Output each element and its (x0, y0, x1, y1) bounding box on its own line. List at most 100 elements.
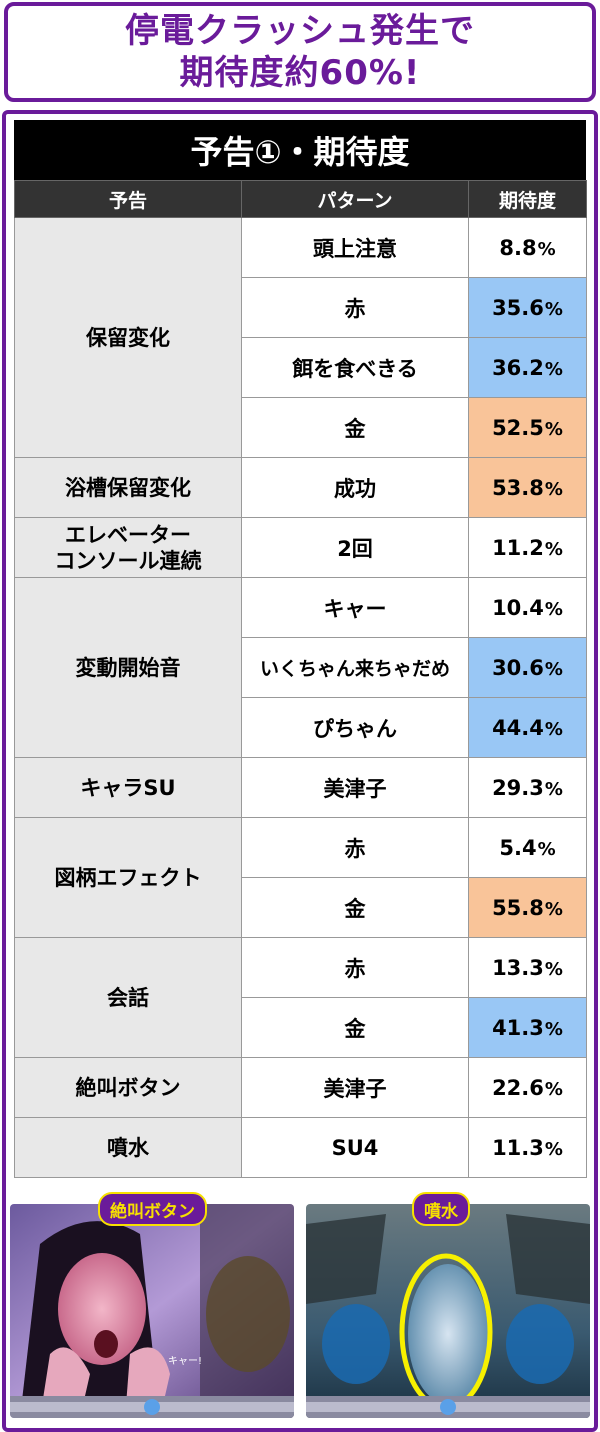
table-body: 保留変化 頭上注意 8.8% 赤 35.6% 餌を食べきる 36.2% 金 52.5% 浴槽保留変… (14, 217, 587, 1178)
category-cell: 浴槽保留変化 (14, 457, 242, 518)
value-cell: 8.8% (468, 217, 587, 278)
value-number: 13.3 (492, 955, 544, 980)
pattern-cell: 赤 (241, 277, 469, 338)
table-title: 予告①・期待度 (14, 120, 586, 180)
value-number: 29.3 (492, 775, 544, 800)
table-row: 金 52.5% (15, 397, 587, 458)
percent-sign: % (544, 358, 563, 380)
value-cell: 44.4% (468, 697, 587, 758)
table-row: キャラSU 美津子 29.3% (14, 757, 587, 818)
category-cell: 保留変化 (14, 217, 242, 458)
percent-sign: % (544, 718, 563, 740)
percent-sign: % (544, 598, 563, 620)
value-number: 52.5 (492, 415, 544, 440)
title-line-2: 期待度約60%! (179, 53, 421, 93)
pattern-cell: 金 (241, 397, 469, 458)
pattern-cell: 成功 (241, 457, 469, 518)
table-row: いくちゃん来ちゃだめ 30.6% (15, 637, 587, 698)
percent-sign: % (544, 1018, 563, 1040)
header-yokoku: 予告 (14, 180, 242, 218)
pattern-cell: 赤 (241, 937, 469, 998)
table-row: 赤 35.6% (15, 277, 587, 338)
percent-sign: % (544, 958, 563, 980)
percent-sign: % (544, 478, 563, 500)
percent-sign: % (544, 778, 563, 800)
pattern-cell: 赤 (241, 817, 469, 878)
table-row: 浴槽保留変化 成功 53.8% (14, 457, 587, 518)
percent-sign: % (544, 1138, 563, 1160)
table-row: 絶叫ボタン 美津子 22.6% (14, 1057, 587, 1118)
pattern-cell: 餌を食べきる (241, 337, 469, 398)
value-cell: 11.2% (468, 517, 587, 578)
value-cell: 30.6% (468, 637, 587, 698)
pattern-cell: 金 (241, 877, 469, 938)
value-number: 22.6 (492, 1075, 544, 1100)
percent-sign: % (544, 1078, 563, 1100)
table-row: エレベーター コンソール連続 2回 11.2% (14, 517, 587, 578)
pattern-cell: 頭上注意 (241, 217, 469, 278)
value-cell: 29.3% (468, 757, 587, 818)
value-cell: 36.2% (468, 337, 587, 398)
value-cell: 11.3% (468, 1117, 587, 1178)
pattern-cell: ぴちゃん (241, 697, 469, 758)
percent-sign: % (544, 658, 563, 680)
value-number: 30.6 (492, 655, 544, 680)
value-number: 8.8 (499, 235, 537, 260)
pattern-cell: SU4 (241, 1117, 469, 1178)
value-cell: 52.5% (468, 397, 587, 458)
fountain-screenshot (306, 1204, 590, 1418)
value-cell: 10.4% (468, 577, 587, 638)
pattern-cell: 美津子 (241, 1057, 469, 1118)
pattern-cell: 金 (241, 997, 469, 1058)
category-cell: 絶叫ボタン (14, 1057, 242, 1118)
value-number: 11.2 (492, 535, 544, 560)
percent-sign: % (537, 838, 556, 860)
table-frame: 予告①・期待度 予告 パターン 期待度 保留変化 頭上注意 8.8% 赤 35.6% 餌を… (2, 110, 598, 1432)
value-cell: 5.4% (468, 817, 587, 878)
value-number: 36.2 (492, 355, 544, 380)
scream-caption: キャー! (168, 1356, 202, 1367)
panel-label-funsui: 噴水 (412, 1192, 470, 1226)
percent-sign: % (544, 298, 563, 320)
value-number: 44.4 (492, 715, 544, 740)
category-cell: 噴水 (14, 1117, 242, 1178)
table-header-row: 予告 パターン 期待度 (14, 180, 587, 218)
table-row: 噴水 SU4 11.3% (14, 1117, 587, 1178)
table-row: ぴちゃん 44.4% (15, 697, 587, 758)
value-cell: 41.3% (468, 997, 587, 1058)
title-line-1: 停電クラッシュ発生で (125, 11, 475, 51)
value-number: 10.4 (492, 595, 544, 620)
panel-label-zekkyo: 絶叫ボタン (98, 1192, 207, 1226)
table-row: 変動開始音 キャー 10.4% (14, 577, 587, 758)
title-banner: 停電クラッシュ発生で 期待度約60%! (4, 2, 596, 102)
value-number: 53.8 (492, 475, 544, 500)
expectation-table: 予告 パターン 期待度 保留変化 頭上注意 8.8% 赤 35.6% 餌を食べきる 36.2… (14, 180, 587, 1178)
category-cell: 図柄エフェクト (14, 817, 242, 938)
category-cell: エレベーター コンソール連続 (14, 517, 242, 578)
value-number: 35.6 (492, 295, 544, 320)
pattern-cell: 2回 (241, 517, 469, 578)
percent-sign: % (544, 418, 563, 440)
percent-sign: % (544, 538, 563, 560)
value-cell: 53.8% (468, 457, 587, 518)
scream-scene-image: キャー! (10, 1204, 294, 1418)
percent-sign: % (544, 898, 563, 920)
table-row: 会話赤 13.3% (14, 937, 587, 1058)
pattern-cell: いくちゃん来ちゃだめ (241, 637, 469, 698)
value-number: 5.4 (499, 835, 537, 860)
value-number: 11.3 (492, 1135, 544, 1160)
scream-button-screenshot: キャー! (10, 1204, 294, 1418)
header-pattern: パターン (241, 180, 469, 218)
table-row: 金 55.8% (15, 877, 587, 938)
table-row: 図柄エフェクト赤 5.4% (14, 817, 587, 938)
value-cell: 13.3% (468, 937, 587, 998)
value-cell: 22.6% (468, 1057, 587, 1118)
category-cell: キャラSU (14, 757, 242, 818)
category-cell: 会話 (14, 937, 242, 1058)
value-number: 41.3 (492, 1015, 544, 1040)
value-cell: 55.8% (468, 877, 587, 938)
pattern-cell: 美津子 (241, 757, 469, 818)
value-cell: 35.6% (468, 277, 587, 338)
fountain-scene-image (306, 1204, 590, 1418)
category-cell: 変動開始音 (14, 577, 242, 758)
